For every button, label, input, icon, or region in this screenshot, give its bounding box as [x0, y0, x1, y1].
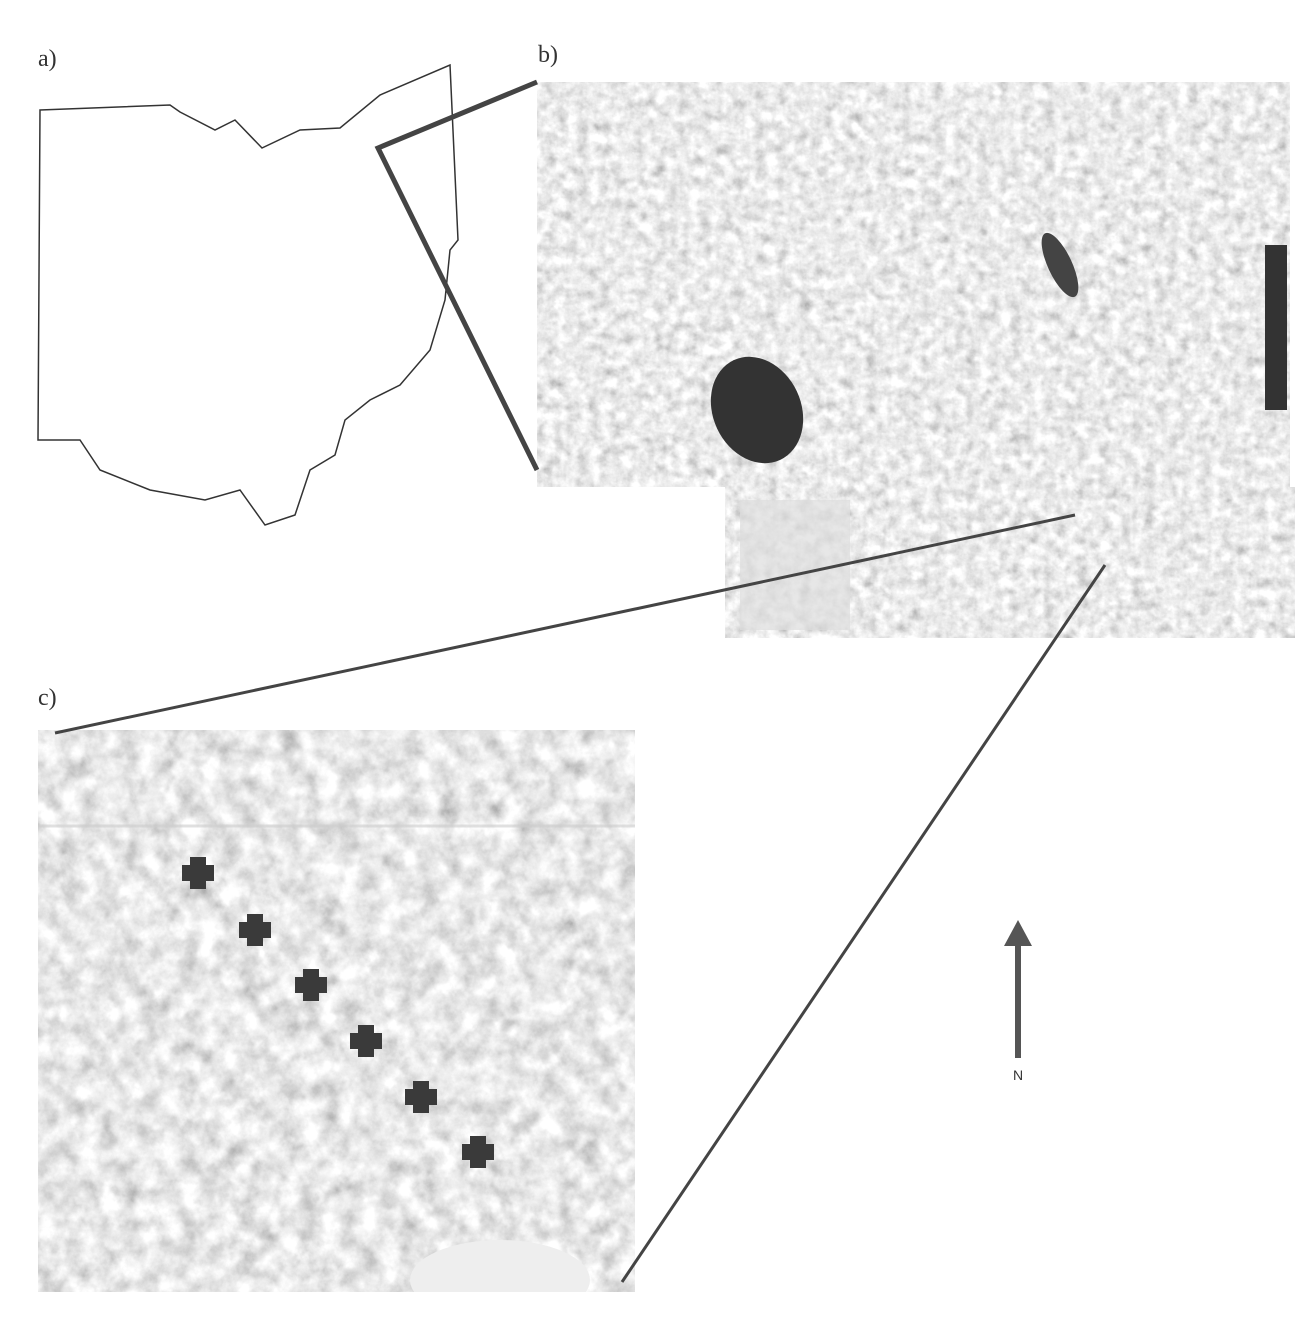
panel-label: c) — [38, 685, 57, 711]
panel-label: b) — [538, 42, 558, 68]
state-outline — [37, 63, 459, 526]
plot-markers — [182, 857, 494, 1168]
connectors — [54, 79, 1107, 1283]
panel-label: a) — [38, 46, 57, 72]
aerial-c — [38, 730, 635, 1292]
compass-label: N — [1013, 1067, 1023, 1083]
north-arrow — [1004, 920, 1032, 1058]
aerial-b — [537, 82, 1295, 638]
